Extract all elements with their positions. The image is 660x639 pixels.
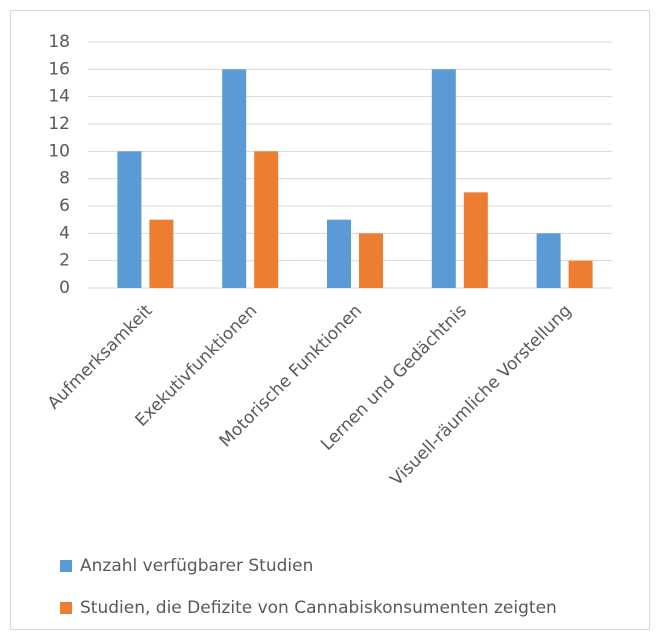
legend-label: Studien, die Defizite von Cannabiskonsum… — [80, 598, 557, 618]
legend-swatch — [60, 602, 72, 614]
bar — [463, 192, 488, 288]
y-tick-label: 12 — [48, 114, 70, 134]
y-tick-label: 4 — [59, 223, 70, 243]
bar — [327, 219, 351, 288]
y-tick-label: 6 — [59, 196, 70, 216]
y-tick-label: 0 — [59, 278, 70, 298]
bar — [568, 260, 593, 288]
y-tick-label: 8 — [59, 169, 70, 189]
bar — [536, 233, 561, 288]
bar — [222, 69, 247, 288]
chart-border — [10, 10, 650, 630]
y-tick-label: 18 — [48, 32, 70, 52]
y-tick-label: 2 — [59, 251, 70, 271]
bar — [254, 151, 279, 288]
bar — [431, 69, 456, 288]
legend-label: Anzahl verfügbarer Studien — [80, 556, 313, 576]
bar — [149, 219, 174, 288]
legend-swatch — [60, 560, 72, 572]
bar — [117, 151, 142, 288]
y-tick-label: 10 — [48, 141, 70, 161]
y-tick-label: 14 — [48, 87, 70, 107]
bar — [359, 233, 383, 288]
y-tick-label: 16 — [48, 59, 70, 79]
